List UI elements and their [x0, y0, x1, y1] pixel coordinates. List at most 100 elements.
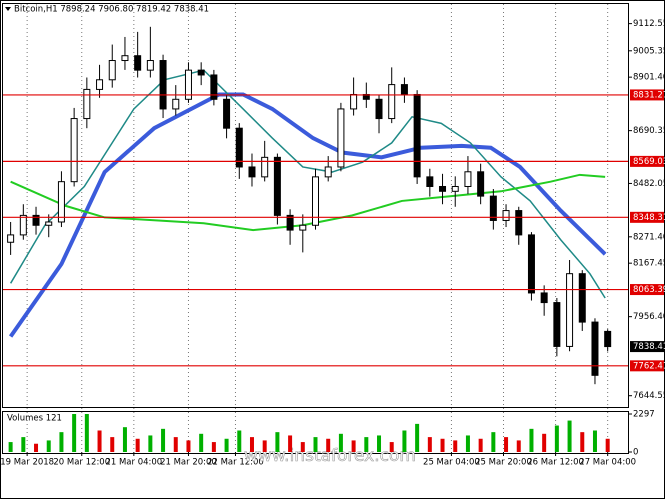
candle-body: [32, 214, 40, 226]
candle-body: [451, 185, 459, 192]
candle-body: [413, 93, 421, 178]
volume-bar: [211, 442, 216, 452]
candle-body: [108, 60, 116, 81]
candle-body: [210, 74, 218, 100]
volume-bar: [97, 430, 102, 452]
current-price-label: 7838.41: [633, 342, 665, 352]
volume-bar: [262, 440, 267, 452]
candle-body: [464, 171, 472, 187]
candle-body: [235, 127, 243, 168]
y-tick-label: 7644.55: [633, 391, 665, 401]
volume-bar: [21, 437, 26, 452]
x-tick-label: 19 Mar 2018: [0, 458, 54, 468]
volume-bar: [516, 440, 521, 452]
candle-body: [273, 156, 281, 216]
volume-bar: [59, 432, 64, 452]
moving-average: [9, 69, 606, 299]
candle-body: [121, 55, 129, 62]
volume-bar: [592, 430, 597, 452]
volume-bar: [465, 435, 470, 452]
watermark: www.instaforex.com: [244, 446, 416, 466]
level-label-bg: [630, 360, 664, 372]
volume-bar: [275, 432, 280, 452]
volume-bar: [338, 433, 343, 452]
level-label-bg: [630, 155, 664, 167]
y-tick-label: 9005.35: [633, 46, 665, 56]
volume-bar: [491, 432, 496, 452]
volume-bar: [605, 438, 610, 452]
candle-body: [502, 210, 510, 221]
candle-body: [197, 69, 205, 76]
level-label-bg: [630, 211, 664, 223]
volume-bar: [8, 442, 13, 452]
volume-bar: [122, 427, 127, 452]
volume-bar: [186, 440, 191, 452]
candle-body: [7, 234, 15, 243]
level-label-bg: [630, 89, 664, 101]
candle-body: [159, 60, 167, 110]
volume-bar: [326, 438, 331, 452]
candle-body: [83, 88, 91, 120]
candle-body: [578, 273, 586, 323]
candle-body: [184, 69, 192, 100]
volume-bar: [542, 433, 547, 452]
candle-body: [286, 214, 294, 231]
chart-title: Bitcoin,H1 7898.24 7906.80 7819.42 7838.…: [14, 5, 209, 15]
candle-body: [324, 166, 332, 178]
level-label: 8348.31: [633, 213, 665, 223]
volume-bar: [84, 414, 89, 452]
volume-bar: [249, 437, 254, 452]
volume-bar: [72, 414, 77, 452]
candle-body: [489, 195, 497, 221]
candle-body: [19, 214, 27, 236]
volume-bar: [389, 442, 394, 452]
moving-average: [8, 92, 607, 338]
level-label: 7762.41: [633, 361, 665, 371]
candle-body: [134, 55, 142, 71]
volume-bar: [34, 443, 39, 452]
volume-bar: [135, 438, 140, 452]
volume-bar: [46, 440, 51, 452]
level-label: 8831.27: [633, 90, 665, 100]
volume-tick-label: 0: [633, 448, 638, 458]
volume-bar: [148, 435, 153, 452]
volume-bar: [377, 435, 382, 452]
menu-triangle: [5, 7, 11, 11]
volume-panel: [2, 411, 629, 454]
candle-body: [248, 166, 256, 178]
y-tick-label: 8482.05: [633, 179, 665, 189]
volume-bar: [529, 428, 534, 452]
candle-body: [527, 234, 535, 294]
volume-bar: [110, 437, 115, 452]
volume-bar: [504, 437, 509, 452]
volume-bar: [567, 420, 572, 452]
candle-body: [553, 302, 561, 347]
volume-tick-label: 2297: [633, 410, 655, 420]
volume-bar: [173, 437, 178, 452]
candle-body: [45, 221, 53, 226]
volume-bar: [453, 440, 458, 452]
candle-body: [566, 273, 574, 347]
candle-body: [350, 93, 358, 110]
y-tick-label: 8901.40: [633, 73, 665, 83]
candle-body: [375, 98, 383, 120]
candle-body: [400, 84, 408, 95]
volume-bar: [554, 425, 559, 452]
volume-bar: [237, 430, 242, 452]
volume-bar: [402, 430, 407, 452]
candle-body: [515, 210, 523, 236]
x-tick-label: 21 Mar 20:00: [160, 458, 217, 468]
candle-body: [172, 98, 180, 110]
candle-body: [96, 79, 104, 90]
x-tick-label: 26 Mar 12:00: [527, 458, 584, 468]
volume-bar: [199, 433, 204, 452]
candle-body: [540, 292, 548, 304]
candle-body: [299, 224, 307, 231]
candle-body: [312, 176, 319, 226]
candle-body: [70, 118, 78, 183]
volume-bar: [580, 432, 585, 452]
candle-body: [223, 98, 231, 129]
y-tick-label: 8690.35: [633, 126, 665, 136]
y-tick-label: 8271.40: [633, 232, 665, 242]
